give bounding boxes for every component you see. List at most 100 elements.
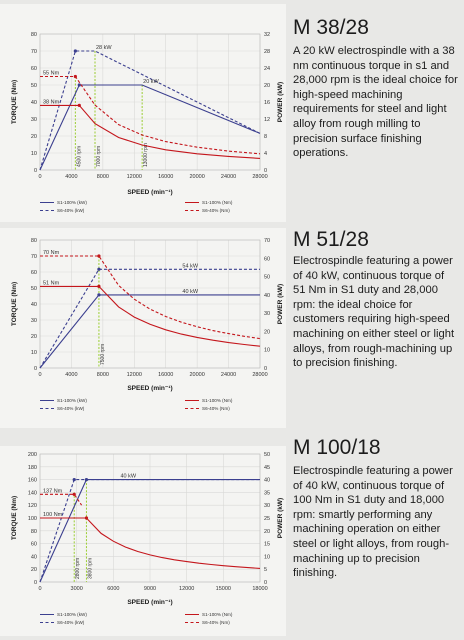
y2-tick-label: 50 <box>264 452 270 458</box>
y2-tick-label: 40 <box>264 293 270 299</box>
legend-label: S6-40% (Nm) <box>202 620 230 625</box>
value-annotation: 55 Nm <box>43 71 60 77</box>
rpm-marker-label: 7000 rpm <box>96 146 102 167</box>
series-point <box>97 284 101 288</box>
value-annotation: 137 Nm <box>43 488 63 494</box>
y-tick-label: 80 <box>31 238 37 244</box>
chart-3-svg: 0 3000 6000 9000 12000 15000 18000020406080100… <box>11 452 284 606</box>
y-tick-label: 0 <box>34 366 37 372</box>
x-tick-label: 12000 <box>127 174 142 180</box>
rpm-marker-label: 13000 rpm <box>143 143 149 167</box>
legend-item: S1-100% (Nm) <box>185 612 232 617</box>
legend-label: S6-40% (kW) <box>57 208 85 213</box>
y-tick-label: 60 <box>31 270 37 276</box>
y-tick-label: 10 <box>31 350 37 356</box>
value-annotation: 70 Nm <box>43 250 60 256</box>
x-tick-label: 28000 <box>252 174 267 180</box>
y-tick-label: 40 <box>31 554 37 560</box>
y2-axis-label: POWER (kW) <box>277 82 284 122</box>
y-tick-label: 100 <box>28 516 37 522</box>
y2-tick-label: 20 <box>264 529 270 535</box>
x-tick-label: 16000 <box>158 174 173 180</box>
y2-tick-label: 40 <box>264 478 270 484</box>
value-annotation: 51 Nm <box>43 280 60 286</box>
chart-plot-group: 0 3000 6000 9000 12000 15000 18000020406080100… <box>11 452 284 606</box>
legend-item: S6-40% (Nm) <box>185 208 230 213</box>
x-tick-label: 18000 <box>252 586 267 592</box>
chart-panel-2: 0 4000 8000 12000 16000 20000 24000 28000 0 10 20 3… <box>0 228 286 428</box>
y-tick-label: 30 <box>31 117 37 123</box>
series-line <box>39 50 261 171</box>
legend-item: S6-40% (Nm) <box>185 406 230 411</box>
series-line <box>40 493 83 506</box>
x-axis-label: SPEED (min⁻¹) <box>127 189 172 196</box>
series-point <box>73 49 77 53</box>
x-tick-label: 0 <box>38 586 41 592</box>
y-tick-label: 0 <box>34 580 37 586</box>
legend-item: S6-40% (kW) <box>40 406 84 411</box>
y2-tick-label: 30 <box>264 311 270 317</box>
chart-2-svg: 0 4000 8000 12000 16000 20000 24000 28000010203… <box>11 238 284 392</box>
x-tick-label: 15000 <box>216 586 231 592</box>
y-tick-label: 70 <box>31 49 37 55</box>
y-tick-label: 20 <box>31 334 37 340</box>
series-point <box>77 103 81 107</box>
value-annotation: 40 kW <box>120 474 136 480</box>
y2-tick-label: 0 <box>264 366 267 372</box>
legend-label: S1-100% (kW) <box>57 200 87 205</box>
series-point <box>77 83 81 87</box>
x-tick-label: 4000 <box>65 372 77 378</box>
legend-label: S6-40% (kW) <box>57 620 85 625</box>
y-tick-label: 60 <box>31 542 37 548</box>
value-annotation: 54 kW <box>182 263 198 269</box>
y-axis-label: TORQUE (Nm) <box>11 282 18 326</box>
value-annotation: 20 kW <box>143 79 159 85</box>
legend-item: S6-40% (kW) <box>40 620 84 625</box>
y-tick-label: 80 <box>31 32 37 38</box>
y-tick-label: 40 <box>31 100 37 106</box>
y2-tick-label: 20 <box>264 83 270 89</box>
legend-item: S1-100% (kW) <box>40 200 87 205</box>
legend-label: S1-100% (Nm) <box>202 398 233 403</box>
series-point <box>72 492 76 496</box>
x-tick-label: 24000 <box>221 372 236 378</box>
y2-tick-label: 50 <box>264 275 270 281</box>
x-tick-label: 8000 <box>97 372 109 378</box>
plot-frame <box>39 33 261 171</box>
y-tick-label: 60 <box>31 66 37 72</box>
y-tick-label: 20 <box>31 134 37 140</box>
chart-2-legend: S1-100% (kW) S6-40% (kW) S1-100% (Nm) S6… <box>40 398 270 418</box>
y2-tick-label: 8 <box>264 134 267 140</box>
y2-tick-label: 25 <box>264 516 270 522</box>
value-annotation: 38 Nm <box>43 99 60 105</box>
series-point <box>73 74 77 79</box>
rpm-marker-label: 3800 rpm <box>87 558 93 579</box>
legend-label: S6-40% (Nm) <box>202 208 230 213</box>
y-tick-label: 200 <box>28 452 37 458</box>
y2-tick-label: 70 <box>264 238 270 244</box>
y2-tick-label: 5 <box>264 567 267 573</box>
series-line <box>39 84 261 171</box>
y-tick-label: 20 <box>31 567 37 573</box>
chart-1-svg: 0 4000 8000 12000 16000 20000 24000 28000010203… <box>11 32 284 196</box>
x-tick-label: 12000 <box>179 586 194 592</box>
y2-tick-label: 24 <box>264 66 270 72</box>
y-tick-label: 70 <box>31 254 37 260</box>
chart-plot-group: 0 4000 8000 12000 16000 20000 24000 28000010203… <box>11 238 284 392</box>
y-tick-label: 50 <box>31 83 37 89</box>
y2-tick-label: 30 <box>264 503 270 509</box>
y2-tick-label: 32 <box>264 32 270 38</box>
x-tick-label: 20000 <box>189 372 204 378</box>
x-axis-label: SPEED (min⁻¹) <box>127 599 172 606</box>
chart-3-legend: S1-100% (kW) S6-40% (kW) S1-100% (Nm) S6… <box>40 612 270 632</box>
y2-tick-label: 35 <box>264 490 270 496</box>
legend-label: S1-100% (kW) <box>57 398 87 403</box>
x-tick-label: 28000 <box>252 372 267 378</box>
series-line <box>40 75 261 155</box>
x-tick-label: 12000 <box>127 372 142 378</box>
chart-panel-1: 0 4000 8000 12000 16000 20000 24000 28000 0 10 20 3… <box>0 4 286 222</box>
legend-item: S1-100% (kW) <box>40 398 87 403</box>
series-line <box>40 285 261 347</box>
series-point <box>97 267 101 271</box>
rpm-marker-label: 7500 rpm <box>100 344 106 365</box>
